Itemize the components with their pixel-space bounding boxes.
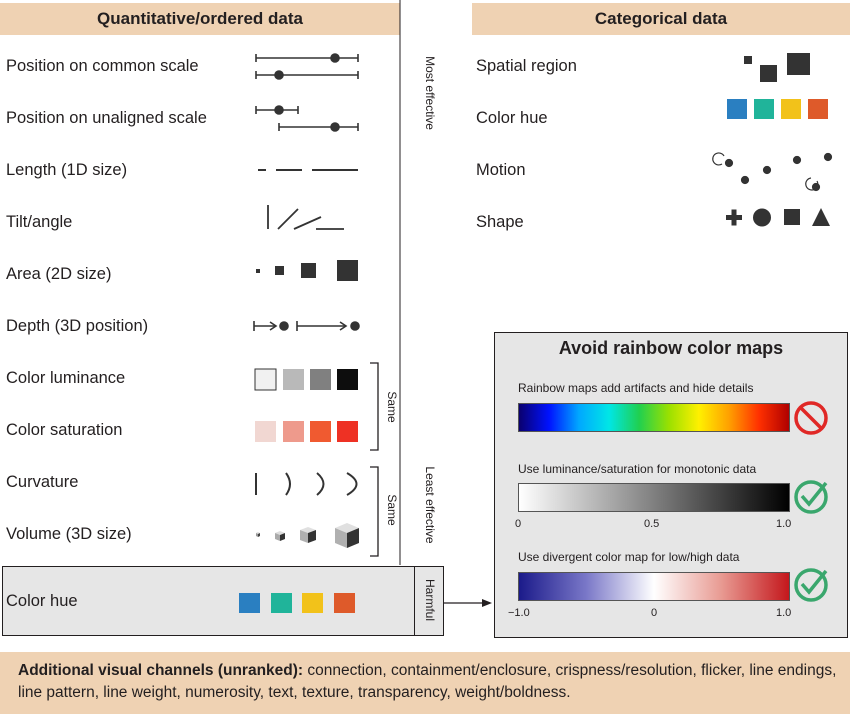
luminance-glyph [254, 368, 358, 391]
inset-title: Avoid rainbow color maps [558, 338, 784, 358]
lum-tick-1: 1.0 [776, 518, 792, 530]
div-tick-1: 1.0 [776, 607, 792, 619]
cat-spatial-region: Spatial region [476, 57, 577, 75]
same-bracket-2 [370, 466, 379, 557]
channel-luminance: Color luminance [6, 369, 126, 387]
depth-glyph [253, 321, 360, 331]
shape-glyph [726, 208, 830, 227]
footer-text: Additional visual channels (unranked): c… [18, 660, 838, 704]
unaligned-scale-glyph [255, 105, 359, 132]
cat-hue-yellow [781, 99, 801, 119]
luminance-caption: Use luminance/saturation for monotonic d… [518, 462, 757, 476]
luminance-colormap [518, 483, 790, 512]
common-scale-glyph [255, 53, 359, 80]
same-bracket-1 [370, 362, 379, 451]
channel-volume: Volume (3D size) [6, 525, 132, 543]
quant-glyphs [253, 0, 401, 565]
channel-area: Area (2D size) [6, 265, 112, 283]
channel-tilt: Tilt/angle [6, 213, 73, 231]
cat-color-hue: Color hue [476, 109, 548, 127]
harmful-channel-label: Color hue [6, 592, 78, 610]
check-icon-1 [794, 480, 828, 514]
same-label-1: Same [385, 391, 399, 423]
check-icon-2 [794, 568, 828, 602]
channel-length: Length (1D size) [6, 161, 128, 179]
saturation-glyph [255, 421, 358, 442]
harmful-label: Harmful [423, 578, 437, 621]
forbidden-icon [794, 401, 828, 435]
tilt-glyph [267, 205, 344, 230]
divergent-colormap [518, 572, 790, 601]
cat-shape: Shape [476, 213, 524, 231]
harmful-hue-orange [334, 593, 355, 613]
footer-body: connection, containment/enclosure, crisp… [18, 662, 837, 701]
harmful-row [2, 566, 444, 636]
footer-panel [0, 652, 850, 714]
most-effective-label: Most effective [423, 56, 437, 130]
harmful-hue-yellow [302, 593, 323, 613]
rainbow-colormap [518, 403, 790, 432]
channel-position-common: Position on common scale [6, 57, 199, 75]
divergent-caption: Use divergent color map for low/high dat… [518, 550, 740, 564]
spatial-region-glyph [744, 53, 810, 82]
area-glyph [256, 260, 358, 281]
quantitative-header: Quantitative/ordered data [0, 3, 400, 35]
lum-tick-0: 0 [515, 518, 522, 530]
rainbow-caption: Rainbow maps add artifacts and hide deta… [518, 381, 754, 395]
volume-glyph [256, 523, 359, 548]
motion-glyph [712, 152, 833, 192]
div-tick-0: 0 [651, 607, 658, 619]
harmful-hue-blue [239, 593, 260, 613]
categorical-glyphs [712, 53, 833, 227]
cat-hue-teal [754, 99, 774, 119]
channel-saturation: Color saturation [6, 421, 123, 439]
channel-depth: Depth (3D position) [6, 317, 149, 335]
div-tick-neg1: −1.0 [508, 607, 530, 619]
cat-motion: Motion [476, 161, 526, 179]
cat-hue-orange [808, 99, 828, 119]
channel-curvature: Curvature [6, 473, 79, 491]
harmful-arrow [444, 599, 492, 607]
curvature-glyph [255, 472, 358, 496]
same-label-2: Same [385, 494, 399, 526]
footer-bold: Additional visual channels (unranked): [18, 662, 304, 679]
channel-position-unaligned: Position on unaligned scale [6, 109, 207, 127]
harmful-hue-teal [271, 593, 292, 613]
lum-tick-05: 0.5 [644, 518, 660, 530]
categorical-header: Categorical data [472, 3, 850, 35]
least-effective-label: Least effective [423, 466, 437, 544]
cat-hue-blue [727, 99, 747, 119]
